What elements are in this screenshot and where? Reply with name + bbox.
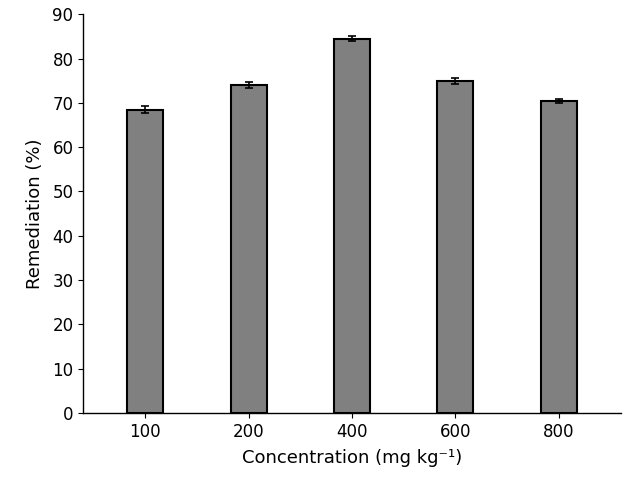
Bar <box>334 39 370 413</box>
Bar <box>437 81 474 413</box>
Bar <box>541 101 577 413</box>
Y-axis label: Remediation (%): Remediation (%) <box>26 138 44 289</box>
X-axis label: Concentration (mg kg⁻¹): Concentration (mg kg⁻¹) <box>242 449 462 467</box>
Bar <box>127 109 163 413</box>
Bar <box>230 85 267 413</box>
